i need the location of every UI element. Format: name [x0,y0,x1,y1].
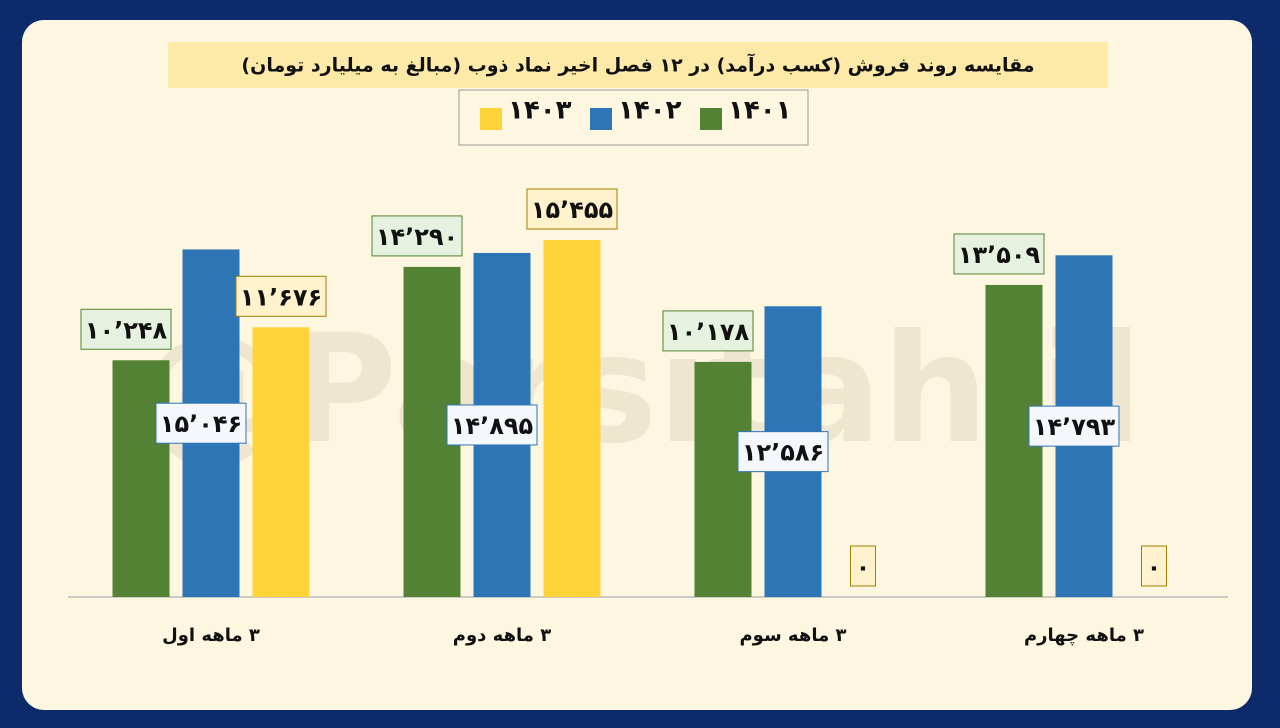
legend-swatch [480,108,502,130]
value-label: ۱۳٬۵۰۹ [958,241,1041,269]
value-label: ۱۲٬۵۸۶ [742,439,824,467]
x-tick-label: ۳ ماهه سوم [739,625,846,646]
x-tick-label: ۳ ماهه چهارم [1024,625,1144,646]
value-label: ۰ [1147,553,1162,581]
value-label: ۰ [856,553,871,581]
value-label-box [1141,545,1167,587]
value-label-box [662,310,754,352]
bar [112,360,170,597]
legend-swatch [700,108,722,130]
bar [543,240,601,597]
chart-title: مقایسه روند فروش (کسب درآمد) در ۱۲ فصل ا… [241,53,1034,77]
value-label-box [526,188,618,230]
panel [22,20,1252,710]
value-label: ۱۰٬۲۴۸ [85,316,168,344]
value-label-box [235,275,327,317]
value-label: ۱۴٬۸۹۵ [451,412,533,440]
value-label-box [155,402,247,444]
legend-box [458,89,809,146]
title-box [168,42,1108,88]
bar [252,327,310,597]
legend-label: ۱۴۰۳ [508,96,572,126]
value-label-box [1028,405,1120,447]
legend-label: ۱۴۰۲ [618,96,682,126]
x-tick-label: ۳ ماهه دوم [453,625,551,646]
value-label-box [737,431,829,473]
bar [694,361,752,597]
value-label: ۱۱٬۶۷۶ [240,283,322,311]
value-label-box [446,404,538,446]
value-label: ۱۵٬۴۵۵ [531,196,613,224]
legend-swatch [590,108,612,130]
value-label: ۱۰٬۱۷۸ [667,318,750,346]
value-label: ۱۴٬۷۹۳ [1033,413,1116,441]
value-label: ۱۴٬۲۹۰ [376,223,458,251]
value-label-box [80,308,172,350]
value-label: ۱۵٬۰۴۶ [160,410,242,438]
value-label-box [953,233,1045,275]
x-tick-label: ۳ ماهه اول [162,625,260,646]
legend-label: ۱۴۰۱ [728,96,791,126]
value-label-box [850,545,876,587]
value-label-box [371,215,463,257]
